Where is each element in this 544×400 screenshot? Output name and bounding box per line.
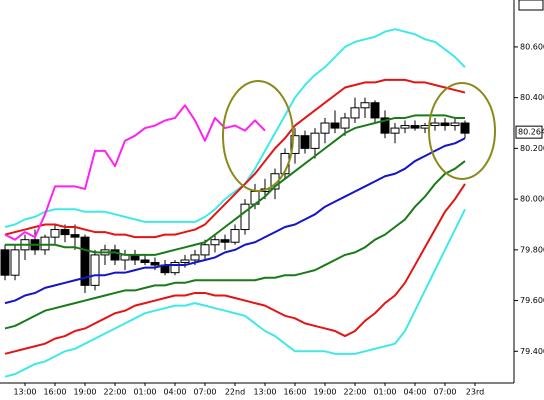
candle-body [450,122,460,127]
x-tick-label: 19:00 [313,388,336,397]
candle-body [60,229,70,236]
candle-body [240,203,250,231]
corner-box [518,0,544,11]
last-price-box [515,125,543,139]
x-tick-label: 16:00 [283,388,306,397]
x-tick-label: 13:00 [13,388,36,397]
candle-body [190,254,200,261]
candle-body [90,254,100,286]
candle-body [330,122,340,129]
candle-body [380,117,390,134]
x-tick-label: 22:00 [103,388,126,397]
y-tick-label: 80.600 [520,42,544,51]
candle-body [220,239,230,243]
x-tick-label: 16:00 [43,388,66,397]
candle-body [390,127,400,134]
line-series [4,137,466,305]
highlight-ellipse [222,80,294,192]
candle-body [150,262,160,266]
candle-body [300,135,310,149]
candle-body [400,125,410,129]
x-tick-label: 04:00 [163,388,186,397]
y-tick-label: 79.400 [520,347,544,356]
candle-body [10,249,20,276]
candle-body [430,122,440,127]
line-series [4,208,466,378]
candle-body [200,244,210,256]
y-tick-label: 80.000 [520,195,544,204]
x-tick-label: 23rd [466,388,484,397]
candle-body [350,107,360,119]
candle-body [410,125,420,129]
line-series [4,28,466,228]
x-tick-label: 19:00 [73,388,96,397]
highlight-ellipse [428,82,496,180]
line-series [4,104,266,241]
x-tick-label: 22:00 [343,388,366,397]
plot-area [0,28,470,378]
candle-body [290,135,300,154]
line-series [4,78,466,239]
candle-body [440,122,450,127]
candle-body [420,125,430,129]
candle-body [80,236,90,286]
x-tick-label: 01:00 [373,388,396,397]
candle-body [370,102,380,119]
candle-body [50,229,60,238]
line-series [4,183,466,355]
y-tick-label: 79.800 [520,245,544,254]
candle-body [310,132,320,149]
candle-body [320,122,330,134]
candle-body [170,262,180,274]
x-tick-label: 01:00 [133,388,156,397]
x-tick-label: 04:00 [403,388,426,397]
last-price-label: 80.264 [518,128,544,137]
candle-body [360,102,370,109]
candle-body [0,249,10,276]
x-tick-label: 13:00 [253,388,276,397]
candle-body [40,236,50,251]
x-tick-label: 07:00 [193,388,216,397]
line-series [5,114,465,256]
candle-body [70,234,80,238]
y-tick-label: 79.600 [520,296,544,305]
line-series [4,160,466,330]
candle-body [210,239,220,246]
candle-body [140,259,150,264]
y-tick-label: 80.400 [520,93,544,102]
candle-body [460,122,470,134]
candle-body [180,259,190,264]
candle-body [230,229,240,243]
candle-body [340,117,350,129]
x-tick-label: 22nd [225,388,245,397]
y-tick-label: 80.200 [520,144,544,153]
x-tick-label: 07:00 [433,388,456,397]
candle-body [110,249,120,261]
